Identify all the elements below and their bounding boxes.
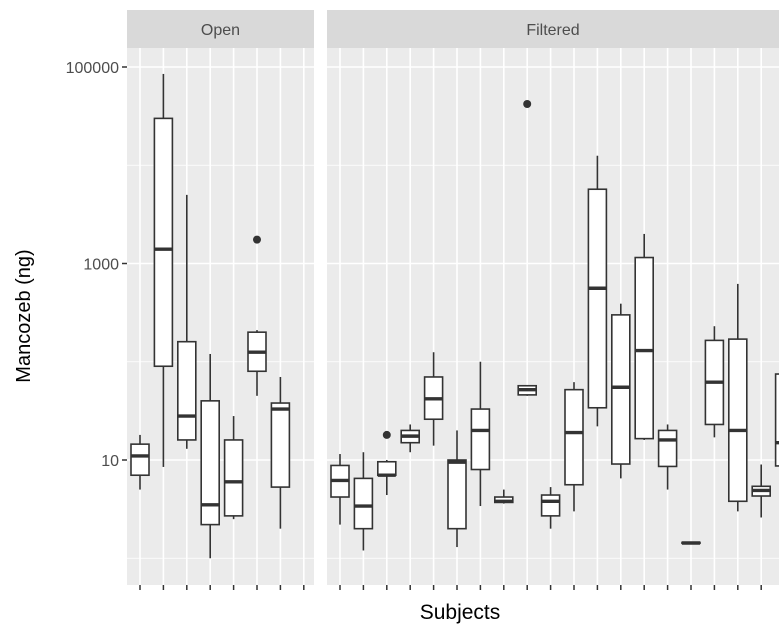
outlier-point [523,100,532,109]
box-body [447,459,467,530]
panel-open: Open [127,10,314,590]
box-17 [704,326,725,438]
box-body [564,388,584,486]
box-6 [247,235,267,396]
box-body [177,340,197,441]
y-axis: 10 1000 100000 [66,60,127,470]
box-body [223,439,244,517]
box-1 [330,454,350,525]
box-7 [470,361,491,507]
box-18 [727,283,748,512]
box-body [610,314,631,465]
box-19 [751,464,772,518]
box-body [634,256,655,440]
box-body [270,402,291,488]
box-body [353,477,374,530]
box-body [657,429,678,468]
panel-boxes [130,73,291,559]
box-14 [634,233,655,440]
strip-label: Filtered [526,22,579,39]
box-body [587,188,608,409]
box-5 [423,352,444,446]
box-11 [564,382,584,512]
box-15 [657,424,678,490]
box-body [153,117,174,368]
strip-background [327,10,779,48]
outlier-point [382,430,391,439]
box-2 [153,73,174,467]
y-tick-label: 10 [101,453,119,470]
box-13 [610,303,631,479]
box-2 [353,452,374,551]
y-axis-title: Mancozeb (ng) [13,249,35,382]
box-8 [493,489,514,504]
box-1 [130,434,150,490]
box-body [470,408,491,471]
y-tick-label: 100000 [66,60,119,77]
box-3 [376,430,397,496]
box-5 [223,416,244,520]
panel-boxes [330,100,779,551]
box-body [540,494,561,517]
strip-label: Open [201,22,240,39]
box-12 [587,155,608,427]
box-7 [270,376,291,529]
box-body [200,400,220,526]
box-body [727,338,748,503]
strip-background [127,10,314,48]
box-body [130,443,150,477]
box-3 [177,194,197,449]
box-body [774,373,779,467]
panel-filtered: Filtered [327,10,779,590]
box-6 [447,430,467,548]
box-10 [540,487,561,529]
panels-layer: Open Filtered [127,10,779,590]
box-4 [400,424,421,453]
y-tick-label: 1000 [83,257,119,274]
outlier-point [253,235,261,244]
box-body [376,460,397,477]
box-4 [200,353,220,559]
x-axis-title: Subjects [420,601,501,624]
box-9 [517,100,538,396]
box-16 [681,541,701,545]
